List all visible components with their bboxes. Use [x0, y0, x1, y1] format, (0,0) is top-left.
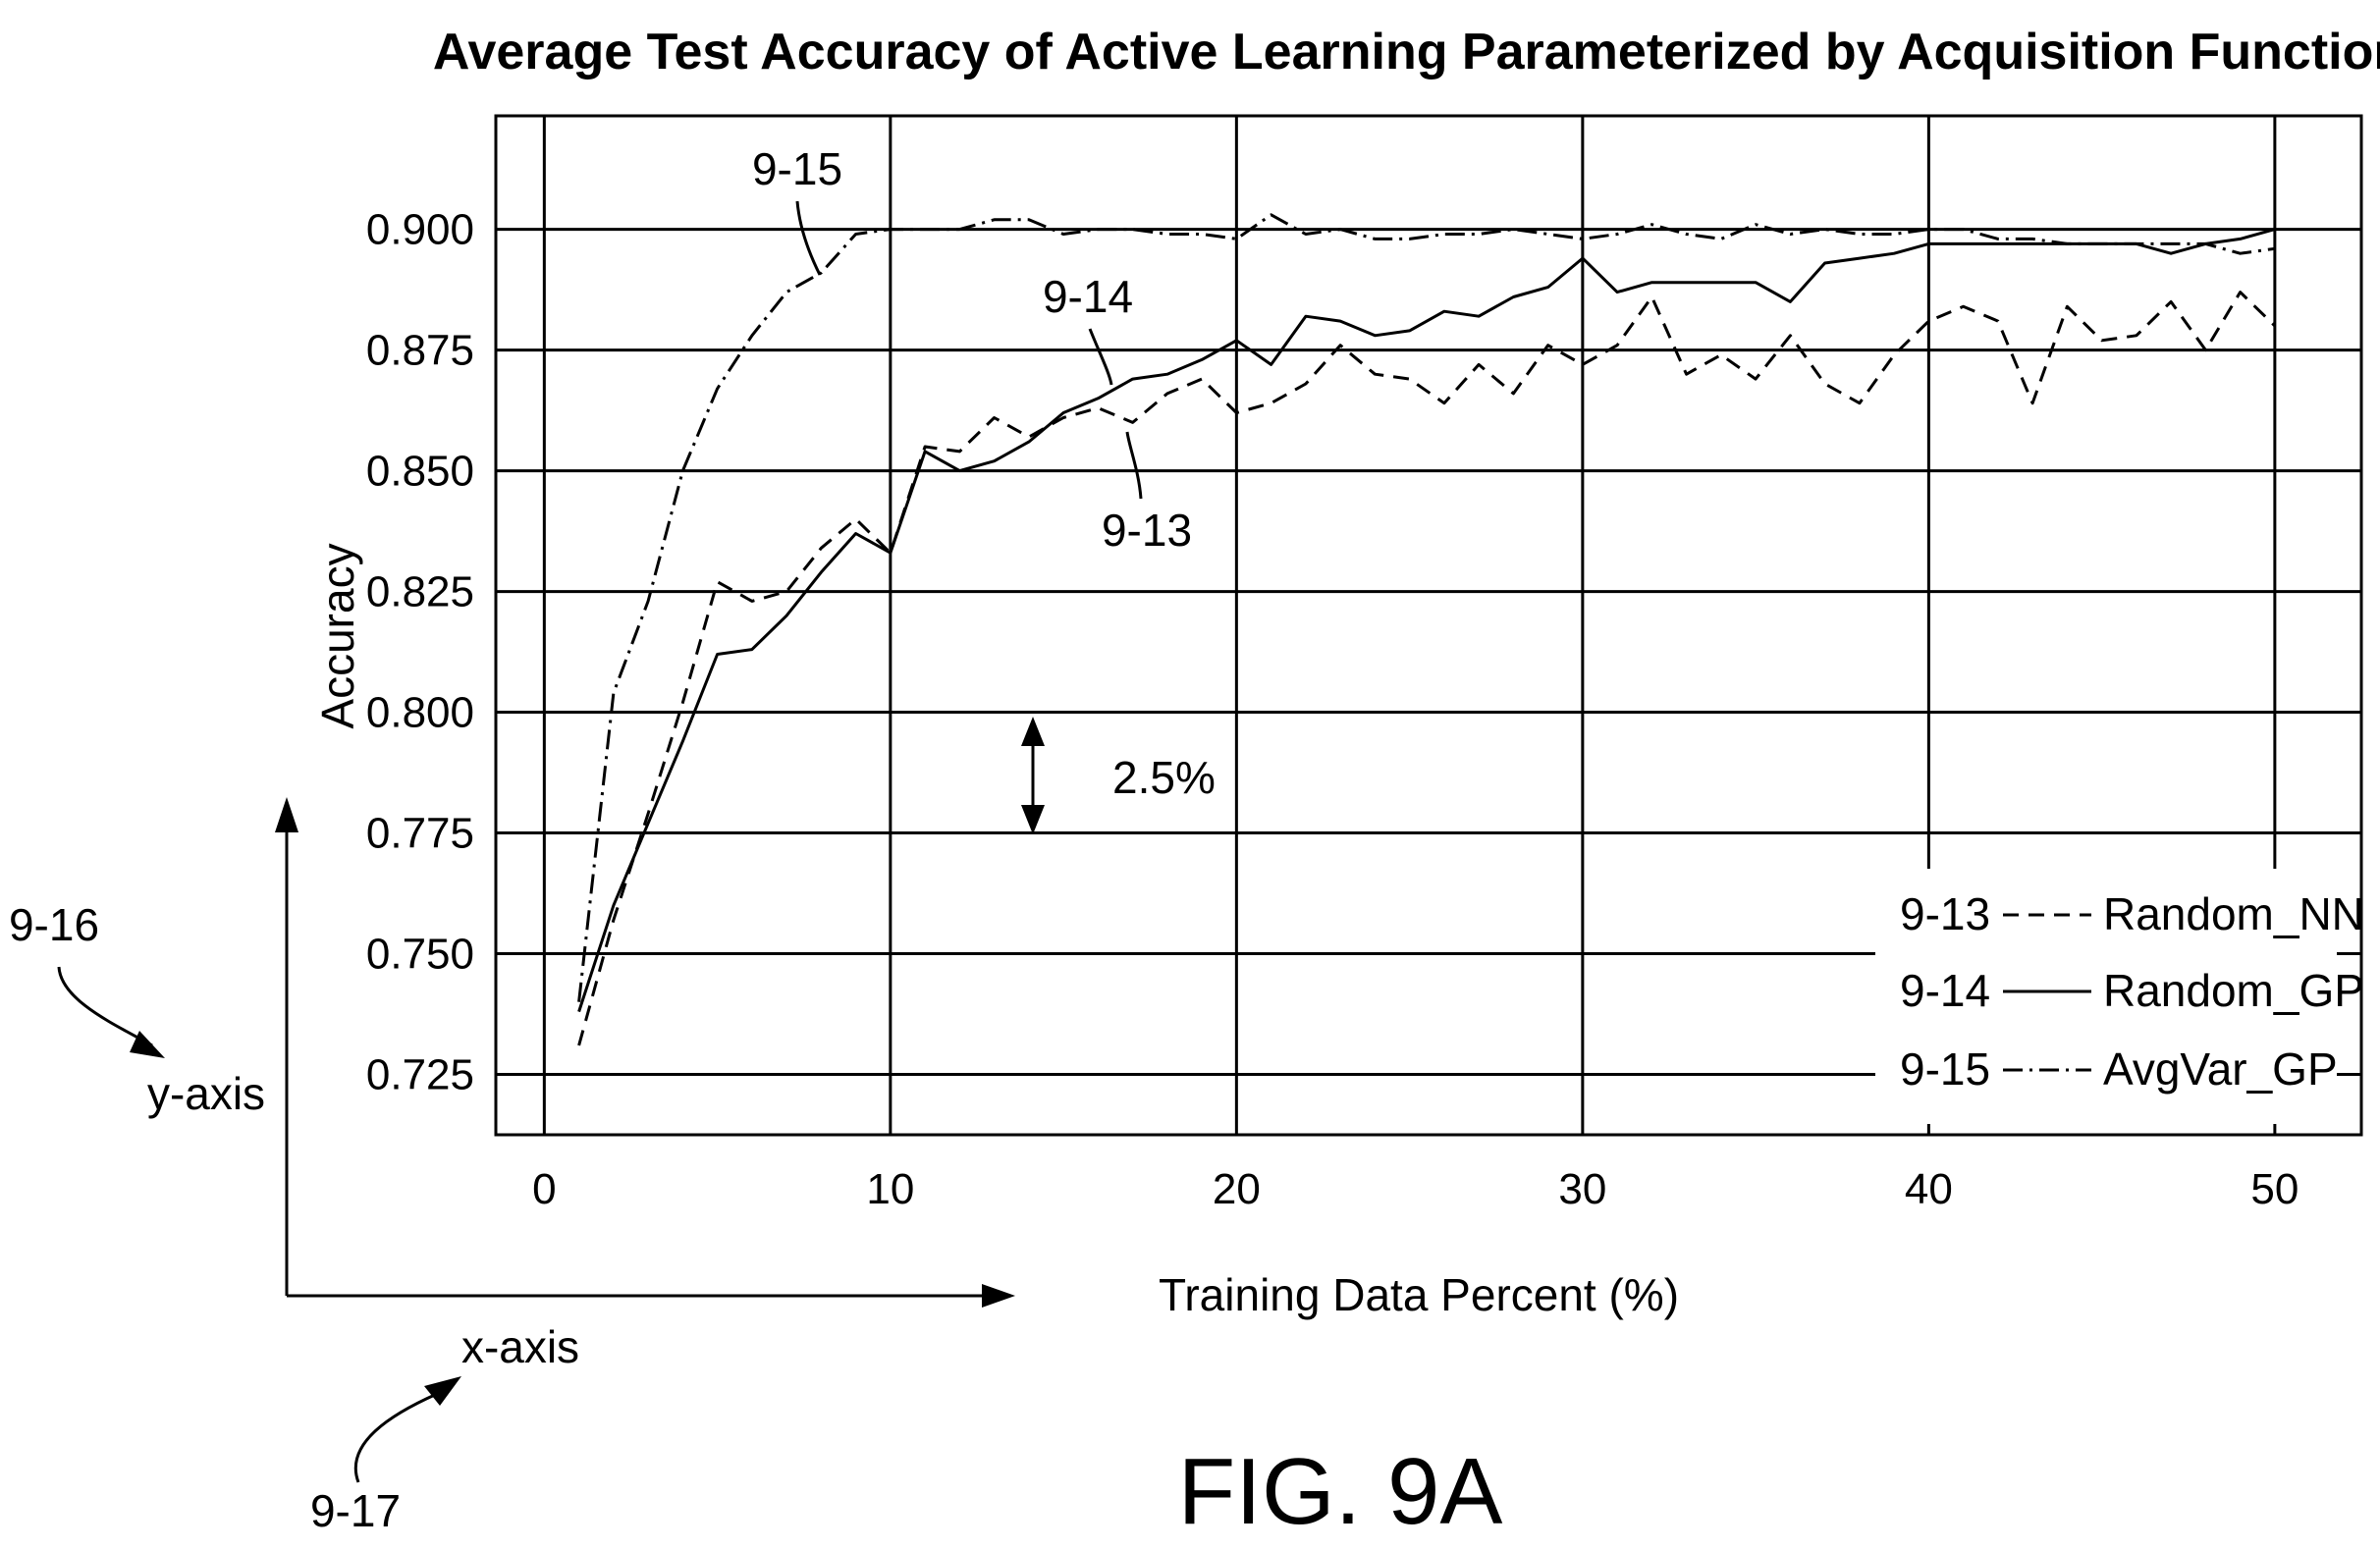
legend-entry-avgvar-gp: 9-15 AvgVar_GP	[1900, 1043, 2338, 1095]
x-tick-labels: 0 10 20 30 40 50	[532, 1165, 2299, 1213]
x-axis-arrow-head	[982, 1284, 1015, 1308]
ref-9-16-arrow-head	[130, 1031, 165, 1058]
series-random-gp-line	[577, 228, 2276, 1013]
ref-9-17-arrow-head	[424, 1376, 461, 1406]
ref-9-15-label: 9-15	[752, 143, 842, 194]
x-axis-caption: x-axis	[461, 1321, 579, 1372]
legend-label: AvgVar_GP	[2103, 1043, 2338, 1095]
ref-9-14-label: 9-14	[1043, 271, 1133, 322]
x-axis-label: Training Data Percent (%)	[1159, 1269, 1679, 1320]
y-tick-label: 0.825	[366, 568, 474, 616]
ref-9-15-leader	[795, 200, 822, 276]
y-tick-label: 0.725	[366, 1051, 474, 1099]
plot-frame	[494, 114, 2363, 1137]
ref-9-14-leader	[1088, 328, 1113, 386]
ref-9-17-leader	[353, 1392, 438, 1483]
y-axis-label: Accuracy	[312, 543, 363, 728]
chart-title: Average Test Accuracy of Active Learning…	[433, 24, 2380, 80]
ref-9-13-label: 9-13	[1102, 505, 1192, 556]
x-tick-label: 20	[1213, 1165, 1261, 1213]
x-tick-label: 40	[1905, 1165, 1953, 1213]
series-lines	[577, 213, 2276, 1046]
span-arrow-up-head	[1021, 717, 1045, 746]
legend-entry-random-nn: 9-13 Random_NN	[1900, 888, 2364, 939]
ref-9-17-label: 9-17	[310, 1485, 401, 1536]
series-random-nn-line	[577, 291, 2276, 1046]
legend-label: Random_NN	[2103, 888, 2364, 939]
y-tick-labels: 0.725 0.750 0.775 0.800 0.825 0.850 0.875 0.900	[366, 206, 474, 1099]
x-tick-label: 10	[866, 1165, 914, 1213]
y-tick-label: 0.775	[366, 810, 474, 858]
x-tick-label: 30	[1558, 1165, 1606, 1213]
legend-ref: 9-13	[1900, 888, 1990, 939]
y-tick-label: 0.875	[366, 327, 474, 375]
y-tick-label: 0.850	[366, 448, 474, 496]
span-label: 2.5%	[1112, 752, 1216, 803]
y-axis-caption: y-axis	[147, 1068, 265, 1119]
x-tick-label: 50	[2250, 1165, 2299, 1213]
y-tick-label: 0.800	[366, 689, 474, 737]
y-tick-label: 0.750	[366, 931, 474, 979]
legend-label: Random_GP	[2103, 965, 2364, 1016]
legend-entry-random-gp: 9-14 Random_GP	[1900, 965, 2364, 1016]
ref-9-16-label: 9-16	[9, 899, 99, 950]
figure-label: FIG. 9A	[1178, 1439, 1503, 1544]
y-tick-label: 0.900	[366, 206, 474, 254]
ref-9-13-leader	[1125, 431, 1143, 500]
series-avgvar-gp-line	[577, 213, 2276, 1002]
legend-ref: 9-14	[1900, 965, 1990, 1016]
legend-ref: 9-15	[1900, 1043, 1990, 1095]
x-tick-label: 0	[532, 1165, 556, 1213]
legend-box	[1875, 869, 2337, 1124]
span-arrow-down-head	[1021, 805, 1045, 834]
y-axis-arrow-head	[275, 797, 298, 832]
